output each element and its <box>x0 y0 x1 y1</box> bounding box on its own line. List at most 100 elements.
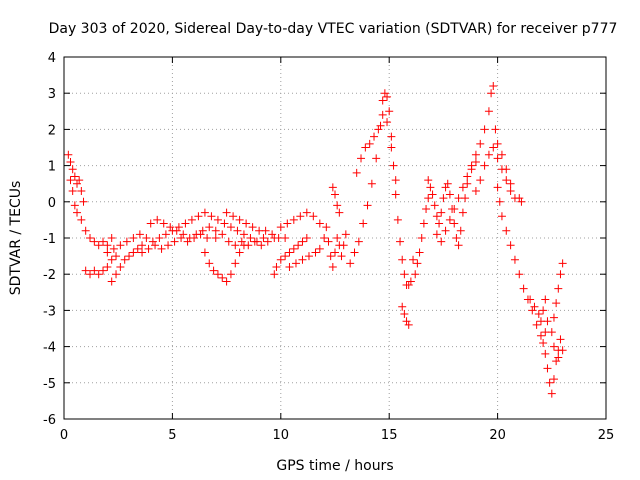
data-point <box>398 302 407 311</box>
data-point <box>244 241 253 250</box>
data-point <box>497 212 506 221</box>
data-point <box>510 255 519 264</box>
data-point <box>333 234 342 242</box>
data-point <box>331 248 339 257</box>
data-point <box>417 234 426 242</box>
y-tick-label: -5 <box>43 377 56 392</box>
data-point <box>144 244 153 253</box>
data-point <box>246 234 255 242</box>
data-point <box>536 331 545 340</box>
data-point <box>99 237 108 246</box>
data-point <box>556 270 565 279</box>
data-point <box>68 186 77 195</box>
data-point <box>536 317 545 326</box>
data-point <box>285 248 294 257</box>
data-point <box>528 306 537 315</box>
data-point <box>276 255 285 264</box>
data-point <box>320 234 329 242</box>
x-tick-label: 10 <box>273 428 290 443</box>
data-point <box>480 125 489 134</box>
data-point <box>155 234 164 242</box>
data-point <box>242 219 251 228</box>
data-point <box>424 194 433 203</box>
data-point <box>233 226 242 235</box>
data-point <box>151 241 160 250</box>
data-point <box>170 237 179 246</box>
data-point <box>116 262 125 271</box>
data-point <box>443 179 452 188</box>
plot-frame <box>63 56 607 420</box>
data-point <box>90 266 99 275</box>
data-point <box>543 364 552 373</box>
data-point <box>289 244 298 253</box>
data-point <box>153 215 162 224</box>
data-point <box>341 230 350 239</box>
data-point <box>385 107 394 116</box>
data-point <box>174 223 183 232</box>
data-point <box>441 226 450 235</box>
data-point <box>424 176 433 185</box>
data-point <box>506 186 515 195</box>
data-point <box>70 172 79 181</box>
data-point <box>493 183 502 192</box>
data-point <box>441 183 450 192</box>
data-point <box>64 150 73 159</box>
data-point <box>452 234 461 242</box>
data-point <box>422 205 431 214</box>
data-point <box>270 270 279 279</box>
data-point <box>304 252 313 261</box>
data-point <box>205 259 214 268</box>
data-point <box>120 255 129 264</box>
data-point <box>79 197 88 206</box>
data-point <box>75 176 84 185</box>
data-point <box>456 226 465 235</box>
data-point <box>66 157 75 166</box>
data-point <box>283 219 292 228</box>
data-point <box>526 295 535 304</box>
data-point <box>383 92 392 101</box>
data-point <box>363 201 372 210</box>
data-point <box>454 194 463 203</box>
data-point <box>164 241 173 250</box>
data-point <box>281 234 290 242</box>
data-point <box>135 230 144 239</box>
data-point <box>374 125 383 134</box>
data-point <box>361 143 370 152</box>
data-point <box>103 262 112 271</box>
data-point <box>458 183 467 192</box>
data-points <box>64 81 567 398</box>
data-point <box>109 244 118 253</box>
y-tick-label: 3 <box>48 87 56 102</box>
data-point <box>376 121 385 130</box>
data-point <box>86 234 95 242</box>
data-point <box>552 299 561 308</box>
data-point <box>99 266 108 275</box>
data-point <box>261 226 270 235</box>
data-point <box>493 139 502 148</box>
data-point <box>476 176 485 185</box>
data-point <box>532 320 541 329</box>
data-point <box>502 226 511 235</box>
data-point <box>404 320 413 329</box>
data-point <box>116 241 125 250</box>
data-point <box>263 237 272 246</box>
data-point <box>357 154 366 163</box>
data-point <box>328 262 337 271</box>
data-point <box>90 237 99 246</box>
data-point <box>400 270 409 279</box>
x-tick-label: 5 <box>168 428 176 443</box>
data-point <box>517 197 526 206</box>
data-point <box>86 270 95 279</box>
data-point <box>437 208 446 217</box>
data-point <box>480 161 489 170</box>
data-point <box>506 241 515 250</box>
data-point <box>68 165 77 174</box>
data-point <box>125 252 134 261</box>
data-point <box>491 125 500 134</box>
axis-ticks: 0 5 10 15 20 25 -6 -5 -4 -3 -2 -1 0 1 2 3 4 <box>43 51 614 443</box>
data-point <box>387 143 396 152</box>
data-point <box>81 266 90 275</box>
data-point <box>231 259 240 268</box>
data-point <box>81 226 90 235</box>
x-tick-label: 25 <box>598 428 615 443</box>
